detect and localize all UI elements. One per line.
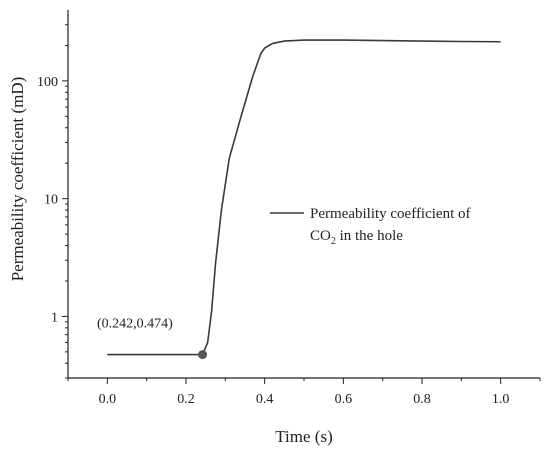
x-tick-label: 0.8 [413,392,431,407]
y-tick-label: 1 [51,310,58,325]
x-tick-label: 0.0 [99,392,117,407]
y-axis-label: Permeability coefficient (mD) [8,77,27,282]
annotations: (0.242,0.474) [97,317,208,360]
annotation-marker [198,350,208,360]
annotation-label: (0.242,0.474) [97,317,173,332]
legend-label-line2: CO2 in the hole [310,228,403,247]
series [107,39,501,356]
x-tick-label: 1.0 [492,392,510,407]
legend-label-line1: Permeability coefficient of [310,206,471,222]
x-tick-label: 0.2 [177,392,195,407]
x-tick-label: 0.6 [335,392,353,407]
x-axis-label: Time (s) [275,427,332,446]
legend: Permeability coefficient of CO2 in the ho… [270,206,471,247]
series-line [107,39,501,356]
y-tick-label: 100 [37,75,58,90]
ticks: 0.0 0.2 0.4 0.6 0.8 1.0 1 10 100 [37,24,541,407]
x-tick-label: 0.4 [256,392,274,407]
y-tick-label: 10 [44,193,58,208]
